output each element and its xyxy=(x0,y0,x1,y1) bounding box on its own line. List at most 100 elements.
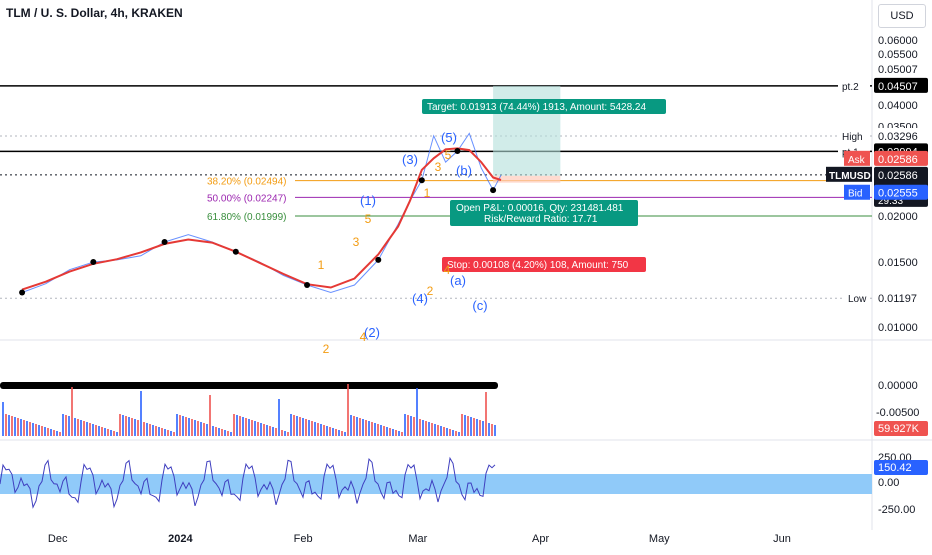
volume-bar xyxy=(338,430,340,436)
volume-bar xyxy=(458,432,460,436)
volume-bar xyxy=(452,430,454,436)
countdown-value: 29:33 xyxy=(878,196,903,207)
volume-bar xyxy=(134,419,136,436)
volume-bar xyxy=(176,414,178,436)
currency-button[interactable]: USD xyxy=(878,4,926,28)
x-tick-label: May xyxy=(649,533,670,545)
volume-bar xyxy=(116,432,118,436)
volume-bar xyxy=(152,425,154,436)
volume-bar xyxy=(197,421,199,436)
level-ask-value: 0.02586 xyxy=(878,154,918,166)
volume-bar xyxy=(17,418,19,436)
volume-bar xyxy=(335,429,337,436)
volume-bar xyxy=(26,421,28,436)
volume-bar xyxy=(440,426,442,436)
volume-bar xyxy=(239,416,241,436)
volume-bar xyxy=(215,427,217,436)
volume-bar xyxy=(20,419,22,436)
volume-bar xyxy=(314,422,316,436)
volume-bar xyxy=(374,423,376,436)
volume-bar xyxy=(92,424,94,436)
volume-bar xyxy=(113,431,115,436)
volume-bar xyxy=(431,423,433,436)
level-high-value: 0.03296 xyxy=(878,131,918,143)
stop-label-bg xyxy=(442,257,646,272)
wave-label-blue: (b) xyxy=(456,163,472,178)
volume-bar xyxy=(284,431,286,436)
volume-bar xyxy=(62,414,64,436)
volume-bar xyxy=(275,428,277,436)
x-tick-label: Dec xyxy=(48,533,68,545)
volume-bar xyxy=(8,415,10,436)
volume-bar xyxy=(296,416,298,436)
volume-bar xyxy=(143,422,145,436)
y-tick-label: 0.01000 xyxy=(878,322,918,334)
volume-bar xyxy=(494,425,496,436)
y-tick-label: 0.06000 xyxy=(878,35,918,47)
volume-bar xyxy=(131,418,133,436)
volume-bar xyxy=(5,414,7,436)
volume-value: 59.927K xyxy=(878,423,920,435)
volume-bar xyxy=(77,419,79,436)
wave-label-blue: (1) xyxy=(360,193,376,208)
volume-bar xyxy=(428,422,430,436)
volume-bar xyxy=(362,419,364,436)
volume-bar xyxy=(56,431,58,436)
volume-bar xyxy=(128,417,130,436)
fib-label: 61.80% (0.01999) xyxy=(207,212,287,223)
x-tick-label: Mar xyxy=(408,533,427,545)
volume-bar xyxy=(158,427,160,436)
volume-bar xyxy=(491,424,493,436)
wave-label-orange: 1 xyxy=(424,186,431,200)
volume-bar xyxy=(404,414,406,436)
series-layer xyxy=(19,132,502,296)
volume-bar xyxy=(227,431,229,436)
price-axis[interactable]: 0.060000.055000.050070.040000.035000.030… xyxy=(826,35,928,334)
volume-bar xyxy=(101,427,103,436)
volume-bar xyxy=(221,429,223,436)
volume-bar xyxy=(230,432,232,436)
y-tick-label: 0.05007 xyxy=(878,64,918,76)
time-axis[interactable]: Dec 2024 Feb Mar Apr May Jun xyxy=(48,533,791,545)
pivot-point xyxy=(161,239,168,246)
volume-bar xyxy=(188,418,190,436)
level-bid-label-bg xyxy=(844,184,870,200)
volume-bar xyxy=(401,432,403,436)
volume-bar xyxy=(98,426,100,436)
volume-bar xyxy=(260,423,262,436)
volume-bar xyxy=(104,428,106,436)
volume-bar xyxy=(107,429,109,436)
volume-bar xyxy=(377,424,379,436)
level-low-tag xyxy=(874,290,928,306)
volume-bar xyxy=(422,420,424,436)
level-high-label: High xyxy=(842,132,863,143)
volume-bar xyxy=(224,430,226,436)
volume-bar xyxy=(173,432,175,436)
volume-bar xyxy=(194,420,196,436)
wave-label-orange: 2 xyxy=(427,284,434,298)
volume-bar xyxy=(146,423,148,436)
volume-bar xyxy=(71,387,73,436)
volume-bar xyxy=(32,423,34,436)
volume-bar xyxy=(383,426,385,436)
volume-bar xyxy=(140,391,142,436)
volume-bar xyxy=(368,421,370,436)
level-pt2-tag xyxy=(874,77,928,93)
volume-bar xyxy=(407,415,409,436)
volume-bar xyxy=(389,428,391,436)
wave-label-orange: 4 xyxy=(360,330,367,344)
level-high-label-bg xyxy=(838,127,870,143)
target-label: Target: 0.01913 (74.44%) 1913, Amount: 5… xyxy=(427,102,646,113)
volume-bar xyxy=(347,384,349,436)
volume-bar xyxy=(161,428,163,436)
volume-bar xyxy=(236,415,238,436)
wave-label-orange: 2 xyxy=(323,342,330,356)
volume-bar xyxy=(14,417,16,436)
volume-bar xyxy=(269,426,271,436)
volume-bar xyxy=(476,419,478,436)
volume-bar xyxy=(392,429,394,436)
loss-zone[interactable] xyxy=(493,175,561,183)
